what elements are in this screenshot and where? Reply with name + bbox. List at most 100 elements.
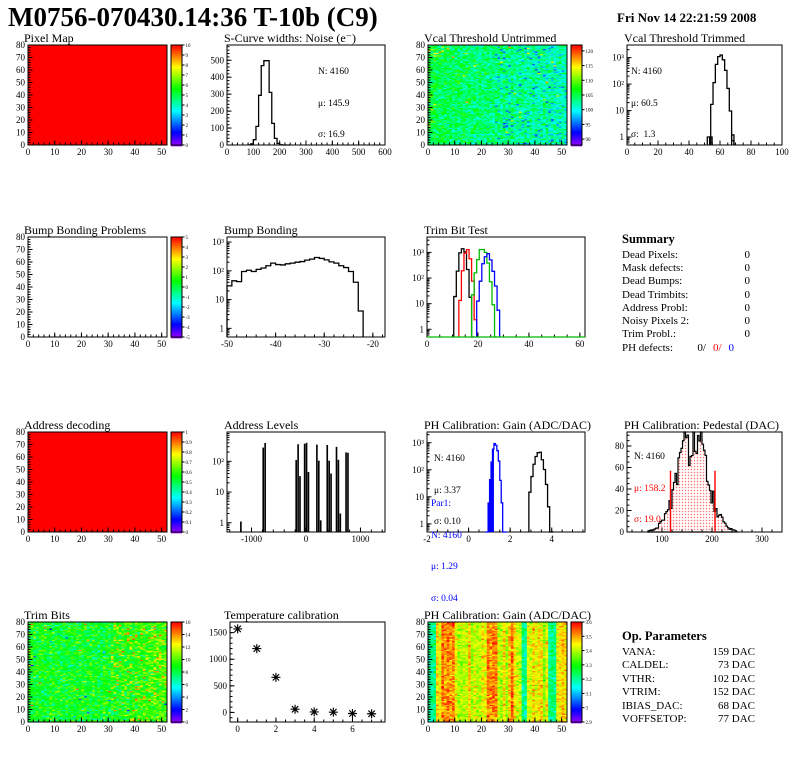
page-timestamp: Fri Nov 14 22:21:59 2008 <box>617 10 757 25</box>
plot-title: Address decoding <box>24 418 111 432</box>
panel-pixel-map: Pixel Map <box>0 30 200 180</box>
summary-value: 0 <box>744 289 751 301</box>
stat-sigma: σ: 16.9 <box>318 130 345 140</box>
stat-par1: Par1: <box>431 499 452 509</box>
panel-bump-bonding: Bump Bonding <box>200 222 400 372</box>
vcal-trimmed-plot <box>600 30 796 170</box>
stats-box-blue: Par1: N: 4160 μ: 1.29 σ: 0.04 <box>431 478 462 625</box>
op-row-vana: VANA: 159 DAC <box>622 646 755 658</box>
summary-row-mask-defects: Mask defects: 0 <box>622 262 750 274</box>
op-label: CALDEL: <box>622 659 669 671</box>
summary-label: Trim Probl.: <box>622 328 677 340</box>
plot-title: Vcal Threshold Trimmed <box>624 31 746 45</box>
page-title: M0756-070430.14:36 T-10b (C9) <box>8 2 378 32</box>
summary-row-dead-trimbits: Dead Trimbits: 0 <box>622 289 750 301</box>
stat-entries: N: 4160 <box>318 67 349 77</box>
panel-temperature-calibration: Temperature calibration <box>200 607 400 757</box>
scurve-noise-plot <box>200 30 400 170</box>
summary-value: 0 <box>744 328 751 340</box>
panel-ph-pedestal: PH Calibration: Pedestal (DAC) N: 4160 μ… <box>600 417 796 567</box>
ph-defect-values: 0/ 0/ 0 <box>697 342 734 354</box>
ph-defect-blue: 0 <box>728 342 735 354</box>
plot-title: S-Curve widths: Noise (e⁻) <box>224 31 356 45</box>
pixel-map-plot <box>0 30 200 170</box>
bump-bonding-plot <box>200 222 400 362</box>
ph-pedestal-plot <box>600 417 796 557</box>
stat-entries: N: 4160 <box>634 452 665 462</box>
panel-address-levels: Address Levels <box>200 417 400 567</box>
summary-row-address-probl: Address Probl: 0 <box>622 302 750 314</box>
summary-label: Noisy Pixels 2: <box>622 315 690 327</box>
plot-title: PH Calibration: Gain (ADC/DAC) <box>424 418 591 432</box>
plot-title: Vcal Threshold Untrimmed <box>424 31 557 45</box>
summary-label: Address Probl: <box>622 302 688 314</box>
panel-scurve-noise: S-Curve widths: Noise (e⁻) N: 4160 μ: 14… <box>200 30 400 180</box>
stat-mean: μ: 1.29 <box>431 562 458 572</box>
panel-trimbit-test: Trim Bit Test <box>400 222 600 372</box>
plot-title: Trim Bits <box>24 608 70 622</box>
panel-op-parameters: Op. Parameters VANA: 159 DAC CALDEL: 73 … <box>600 607 796 757</box>
stat-sigma: σ: 0.10 <box>434 517 461 527</box>
summary-label: Dead Pixels: <box>622 249 678 261</box>
op-value: 102 DAC <box>712 673 755 685</box>
summary-value: 0 <box>744 262 751 274</box>
plot-title: Bump Bonding <box>224 223 298 237</box>
vcal-untrimmed-plot <box>400 30 600 170</box>
op-label: VTRIM: <box>622 686 661 698</box>
summary-value: 0 <box>744 249 751 261</box>
op-label: VTHR: <box>622 673 655 685</box>
panel-trim-bits: Trim Bits <box>0 607 200 757</box>
summary-row-dead-bumps: Dead Bumps: 0 <box>622 275 750 287</box>
op-row-ibias: IBIAS_DAC: 68 DAC <box>622 700 755 712</box>
trim-bits-plot <box>0 607 200 747</box>
summary-row-dead-pixels: Dead Pixels: 0 <box>622 249 750 261</box>
stat-sigma: σ: 19.0 <box>634 515 661 525</box>
op-value: 68 DAC <box>718 700 755 712</box>
stat-sigma: σ: 1.3 <box>631 130 656 140</box>
op-label: IBIAS_DAC: <box>622 700 683 712</box>
trimbit-test-plot <box>400 222 600 362</box>
op-value: 73 DAC <box>718 659 755 671</box>
temperature-calibration-plot <box>200 607 400 747</box>
op-value: 152 DAC <box>712 686 755 698</box>
plot-title: PH Calibration: Pedestal (DAC) <box>624 418 779 432</box>
panel-ph-gain-map: PH Calibration: Gain (ADC/DAC) <box>400 607 600 757</box>
op-row-vthr: VTHR: 102 DAC <box>622 673 755 685</box>
summary-title: Summary <box>622 232 675 246</box>
op-label: VANA: <box>622 646 656 658</box>
stats-box: N: 4160 μ: 60.5 σ: 1.3 <box>631 46 662 162</box>
summary-row-trim-probl: Trim Probl.: 0 <box>622 328 750 340</box>
ph-defect-black: 0/ <box>697 342 706 354</box>
address-levels-plot <box>200 417 400 557</box>
stat-entries: N: 4160 <box>431 530 462 541</box>
panel-vcal-trimmed: Vcal Threshold Trimmed N: 4160 μ: 60.5 σ… <box>600 30 796 180</box>
plot-title: Trim Bit Test <box>424 223 488 237</box>
stat-entries: N: 4160 <box>631 67 662 77</box>
panel-address-decoding: Address decoding <box>0 417 200 567</box>
plot-title: Pixel Map <box>24 31 74 45</box>
panel-vcal-untrimmed: Vcal Threshold Untrimmed <box>400 30 600 180</box>
op-row-vtrim: VTRIM: 152 DAC <box>622 686 755 698</box>
op-parameters-title: Op. Parameters <box>622 629 707 643</box>
summary-value: 0 <box>744 302 751 314</box>
stats-box-black: N: 4160 μ: 3.37 σ: 0.10 <box>434 433 465 549</box>
plot-title: Bump Bonding Problems <box>24 223 147 237</box>
summary-label: Dead Bumps: <box>622 275 683 287</box>
summary-row-ph-defects: PH defects: 0/ 0/ 0 <box>622 342 734 354</box>
stat-mean: μ: 145.9 <box>318 98 350 109</box>
plot-title: PH Calibration: Gain (ADC/DAC) <box>424 608 591 622</box>
stat-mean: μ: 158.2 <box>634 483 666 494</box>
op-label: VOFFSETOP: <box>622 713 687 725</box>
op-value: 159 DAC <box>712 646 755 658</box>
op-row-voffsetop: VOFFSETOP: 77 DAC <box>622 713 755 725</box>
address-decoding-plot <box>0 417 200 557</box>
panel-bump-problems: Bump Bonding Problems <box>0 222 200 372</box>
summary-label: PH defects: <box>622 342 674 354</box>
stats-box: N: 4160 μ: 158.2 σ: 19.0 <box>634 431 665 547</box>
summary-label: Mask defects: <box>622 262 684 274</box>
plot-title: Temperature calibration <box>224 608 339 622</box>
bump-problems-plot <box>0 222 200 362</box>
stat-mean: μ: 60.5 <box>631 98 658 109</box>
stat-sigma: σ: 0.04 <box>431 593 458 604</box>
ph-gain-hist-plot <box>400 417 600 557</box>
